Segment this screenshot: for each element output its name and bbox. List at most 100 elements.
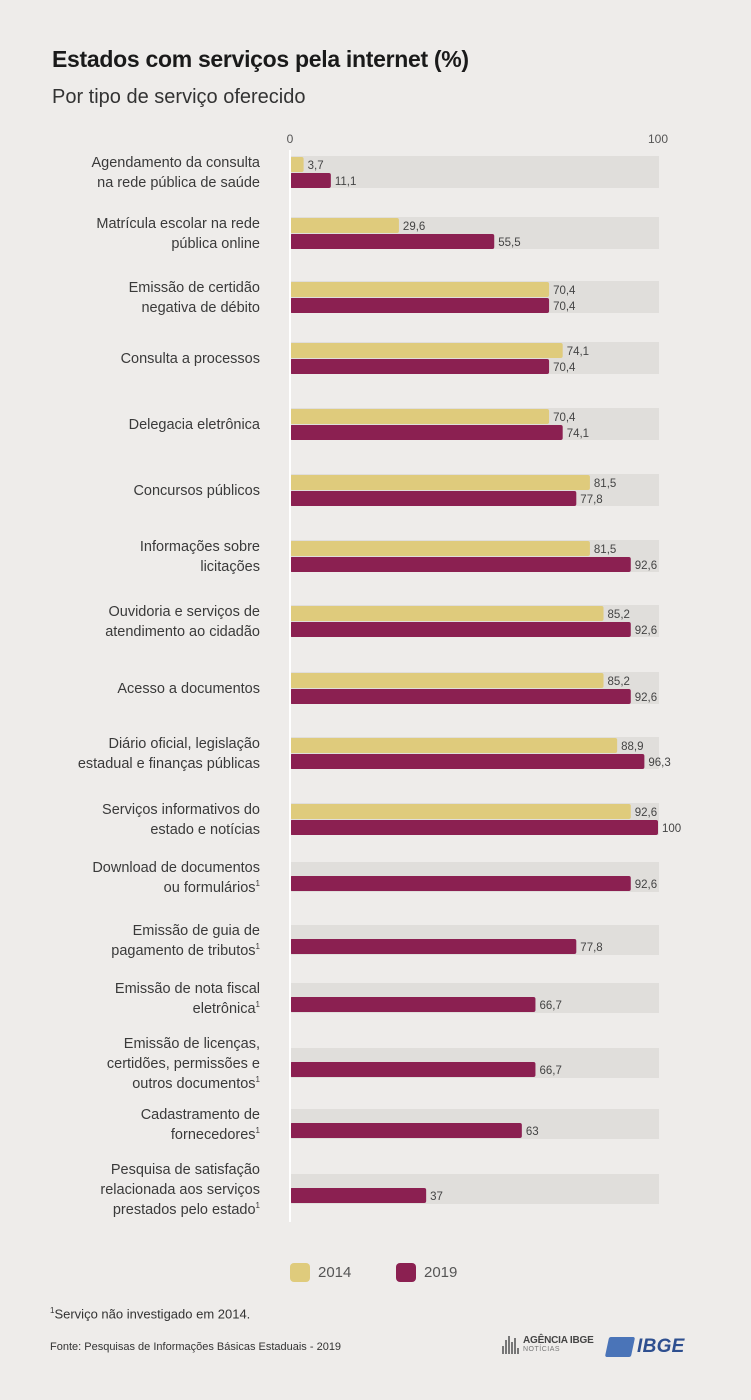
bar-2014 — [290, 738, 618, 753]
chart-subtitle: Por tipo de serviço oferecido — [52, 86, 306, 108]
legend-label-2019: 2019 — [424, 1264, 458, 1281]
category-label: Pesquisa de satisfação — [111, 1162, 260, 1178]
legend-swatch-2014 — [290, 1263, 310, 1282]
category-label: atendimento ao cidadão — [105, 624, 260, 640]
bar-chart: 0 100 3,7 11,1 Agendamento da consulta na red… — [78, 132, 681, 1222]
footnote-mark: 1 — [256, 1201, 261, 1210]
ibge-logo-text: IBGE — [637, 1336, 685, 1357]
data-label: 92,6 — [635, 879, 657, 891]
category-label: Serviços informativos do — [102, 802, 260, 818]
category-label: outros documentos1 — [132, 1075, 260, 1092]
category-label: relacionada aos serviços — [100, 1182, 260, 1198]
category-label: negativa de débito — [141, 300, 260, 316]
category-label: ou formulários1 — [164, 879, 261, 896]
data-label: 70,4 — [553, 362, 576, 374]
data-label: 85,2 — [608, 676, 630, 688]
data-label: 77,8 — [580, 494, 602, 506]
category-label: Ouvidoria e serviços de — [108, 604, 260, 620]
legend-label-2014: 2014 — [318, 1264, 352, 1281]
data-label: 85,2 — [608, 609, 630, 621]
data-label: 63 — [526, 1126, 539, 1138]
bar-2014 — [290, 218, 399, 233]
category-label: Matrícula escolar na rede — [96, 216, 260, 232]
category-label: Emissão de guia de — [133, 923, 260, 939]
x-tick-label: 100 — [648, 132, 668, 146]
agencia-ibge-logo: AGÊNCIA IBGE NOTÍCIAS — [502, 1336, 594, 1354]
footnote-mark: 1 — [50, 1306, 55, 1315]
row-track — [290, 156, 659, 188]
bar-2014 — [290, 475, 590, 490]
bar-2014 — [290, 541, 590, 556]
bar-2019 — [290, 1188, 427, 1203]
footnote: 1Serviço não investigado em 2014. — [50, 1306, 250, 1321]
data-label: 100 — [662, 823, 681, 835]
bar-2014 — [290, 409, 550, 424]
bar-2019 — [290, 1062, 536, 1077]
data-label: 92,6 — [635, 692, 657, 704]
data-label: 74,1 — [567, 346, 589, 358]
bar-2019 — [290, 622, 631, 637]
category-label: Acesso a documentos — [117, 681, 260, 697]
bar-2019 — [290, 173, 331, 188]
category-label: Concursos públicos — [133, 483, 260, 499]
data-label: 74,1 — [567, 428, 589, 440]
ibge-map-icon — [604, 1337, 636, 1357]
data-label: 11,1 — [335, 176, 357, 188]
bar-2019 — [290, 298, 550, 313]
bar-2019 — [290, 234, 495, 249]
bar-2014 — [290, 343, 563, 358]
category-label: Diário oficial, legislação — [108, 736, 260, 752]
data-label: 66,7 — [539, 1000, 561, 1012]
category-label: pública online — [171, 236, 260, 252]
data-label: 92,6 — [635, 807, 657, 819]
x-tick-label: 0 — [287, 132, 294, 146]
bar-2019 — [290, 997, 536, 1012]
category-label: Emissão de nota fiscal — [115, 981, 260, 997]
bar-2014 — [290, 157, 304, 172]
bar-2019 — [290, 425, 563, 440]
data-label: 96,3 — [648, 757, 670, 769]
data-label: 81,5 — [594, 478, 616, 490]
bar-2019 — [290, 689, 631, 704]
agencia-logo-text: AGÊNCIA IBGE — [523, 1335, 594, 1346]
bar-2019 — [290, 1123, 522, 1138]
footnote-mark: 1 — [256, 879, 261, 888]
category-label: Download de documentos — [92, 860, 260, 876]
category-label: Consulta a processos — [121, 351, 260, 367]
data-label: 29,6 — [403, 221, 425, 233]
category-label: Emissão de certidão — [129, 280, 260, 296]
category-label: licitações — [200, 559, 260, 575]
bar-2019 — [290, 557, 631, 572]
category-label: estado e notícias — [150, 822, 260, 838]
footnote-mark: 1 — [256, 1000, 261, 1009]
bar-2014 — [290, 673, 604, 688]
legend-swatch-2019 — [396, 1263, 416, 1282]
data-label: 92,6 — [635, 560, 657, 572]
bar-2014 — [290, 282, 550, 297]
category-label: Delegacia eletrônica — [129, 417, 261, 433]
category-label: eletrônica1 — [193, 1000, 261, 1017]
ibge-logo: IBGE — [604, 1336, 685, 1358]
footnote-text: Serviço não investigado em 2014. — [54, 1306, 251, 1322]
bar-2019 — [290, 491, 577, 506]
data-label: 3,7 — [308, 160, 324, 172]
category-label: Informações sobre — [140, 539, 260, 555]
bar-2019 — [290, 876, 631, 891]
chart-title: Estados com serviços pela internet (%) — [52, 46, 469, 72]
agencia-bars-icon — [502, 1336, 519, 1354]
footnote-mark: 1 — [256, 1126, 261, 1135]
data-label: 88,9 — [621, 741, 643, 753]
category-label: na rede pública de saúde — [97, 175, 260, 191]
bar-2014 — [290, 606, 604, 621]
data-label: 70,4 — [553, 285, 576, 297]
category-label: certidões, permissões e — [107, 1056, 260, 1072]
data-label: 70,4 — [553, 301, 576, 313]
category-label: estadual e finanças públicas — [78, 756, 260, 772]
bar-2019 — [290, 939, 577, 954]
data-label: 77,8 — [580, 942, 602, 954]
data-label: 92,6 — [635, 625, 657, 637]
data-label: 55,5 — [498, 237, 520, 249]
category-label: Cadastramento de — [141, 1107, 260, 1123]
category-label: fornecedores1 — [171, 1126, 261, 1143]
data-label: 81,5 — [594, 544, 616, 556]
